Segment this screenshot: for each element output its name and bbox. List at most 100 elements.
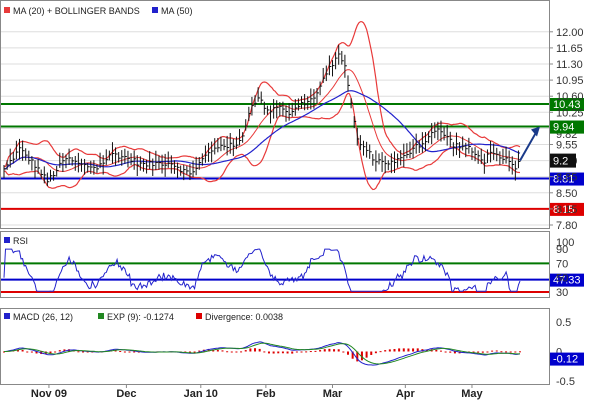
macd-divergence-bar [347, 351, 349, 355]
price-bar [452, 142, 456, 157]
ma50-legend-label: MA (50) [161, 6, 193, 16]
macd-divergence-bar [519, 351, 521, 353]
macd-divergence-bar [328, 348, 331, 352]
price-bar [294, 99, 298, 116]
price-bar [232, 138, 236, 157]
macd-divergence-bar [295, 351, 298, 353]
price-bar [313, 89, 316, 109]
macd-divergence-bar [226, 351, 229, 353]
macd-divergence-bar [277, 351, 280, 354]
price-bar [87, 162, 90, 173]
price-axis-tick-label: 7.80 [556, 220, 577, 232]
macd-divergence-bar [114, 350, 117, 352]
macd-divergence-bar [314, 350, 317, 352]
macd-divergence-bar [319, 350, 322, 352]
macd-divergence-bar [439, 350, 442, 352]
price-bar [18, 138, 22, 160]
macd-signal-line [4, 342, 520, 365]
price-bar [59, 152, 62, 168]
price-bar [74, 156, 78, 171]
price-bar [496, 147, 499, 162]
price-bar [347, 75, 350, 92]
price-bar [384, 155, 388, 174]
macd-divergence-bar [212, 349, 215, 352]
price-bar [440, 120, 443, 142]
price-axis-tick-label: 12.00 [556, 27, 584, 39]
month-label: Jan 10 [184, 388, 218, 400]
price-bar [490, 140, 493, 163]
macd-divergence-bar [388, 349, 391, 352]
price-axis-tick-label: 10.95 [556, 75, 584, 87]
price-bar [443, 127, 447, 141]
macd-divergence-bar [472, 351, 475, 353]
price-bar [235, 136, 239, 150]
macd-current-label: -0.12 [553, 354, 578, 366]
price-bar [161, 154, 165, 174]
price-bar [288, 103, 292, 121]
macd-divergence-bar [305, 351, 308, 353]
price-bar [424, 132, 428, 152]
price-bar [393, 151, 397, 173]
macd-divergence-bar [35, 351, 38, 354]
macd-divergence-bar [221, 350, 224, 352]
price-bar [3, 164, 6, 179]
macd-divergence-bar [398, 348, 401, 352]
price-bar [111, 142, 115, 164]
price-bar [34, 160, 37, 179]
price-bar [53, 171, 56, 181]
price-bar [136, 155, 140, 177]
price-bar [201, 153, 205, 166]
price-bar [118, 152, 121, 163]
price-bar [465, 142, 468, 158]
macd-divergence-bar [407, 348, 410, 352]
price-bar [152, 158, 155, 177]
macd-legend-swatch [4, 313, 10, 319]
macd-divergence-bar [444, 351, 447, 353]
divergence-legend-swatch [196, 313, 202, 319]
rsi-axis-tick-label: 90 [556, 244, 568, 256]
macd-divergence-bar [416, 348, 419, 352]
price-bar [189, 163, 192, 181]
price-axis-tick-label: 10.25 [556, 107, 584, 119]
macd-divergence-bar [128, 351, 131, 353]
rsi-axis-tick-label: 50 [556, 273, 568, 285]
price-bar [415, 133, 419, 154]
macd-divergence-bar [249, 348, 252, 352]
macd-divergence-bar [481, 351, 484, 353]
price-bar [229, 132, 233, 154]
price-bar [437, 121, 440, 141]
price-bar [71, 157, 75, 166]
exp-legend-swatch [98, 313, 104, 319]
divergence-legend-label: Divergence: 0.0038 [205, 312, 283, 322]
price-axis-tick-label: 8.85 [556, 172, 577, 184]
price-bar [37, 158, 41, 174]
price-bar [56, 165, 59, 177]
price-bar [25, 148, 28, 161]
price-bar [375, 150, 378, 172]
price-axis-tick-label: 8.50 [556, 188, 577, 200]
price-bar [325, 65, 329, 82]
price-bar [124, 148, 127, 164]
macd-divergence-bar [267, 351, 270, 354]
rsi-current-badge [550, 273, 584, 287]
price-bar [344, 54, 347, 78]
rsi-line [3, 248, 521, 292]
price-bar [15, 140, 19, 160]
price-bar [390, 153, 394, 174]
macd-divergence-bar [235, 351, 238, 353]
month-label: May [461, 388, 483, 400]
price-bar [251, 96, 254, 116]
rsi-level-label: 30 [556, 287, 568, 299]
macd-divergence-bar [244, 350, 247, 352]
macd-divergence-bar [193, 351, 196, 353]
price-bar [105, 149, 109, 165]
price-bar [273, 99, 276, 119]
price-bar [477, 150, 481, 164]
price-bar [242, 132, 245, 143]
macd-divergence-bar [300, 351, 303, 353]
macd-divergence-bar [30, 351, 33, 353]
macd-divergence-bar [21, 350, 24, 352]
price-bar [480, 148, 484, 165]
macd-divergence-bar [281, 351, 284, 354]
